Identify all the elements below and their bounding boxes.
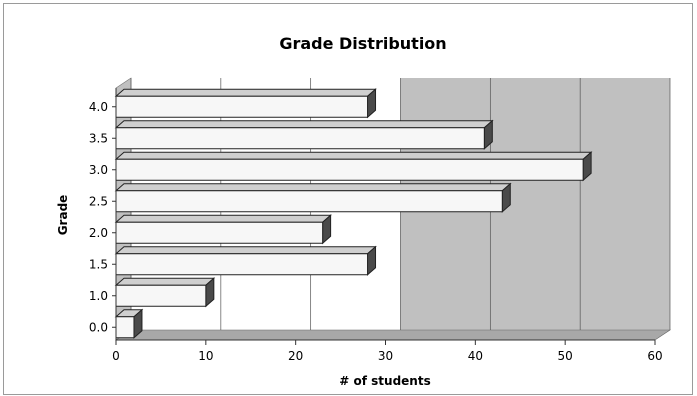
back-wall-band — [580, 78, 670, 330]
x-tick-label: 60 — [647, 349, 662, 363]
bar — [115, 316, 135, 339]
x-tick-label: 20 — [288, 349, 303, 363]
y-axis-title: Grade — [56, 195, 70, 236]
x-tick-label: 10 — [198, 349, 213, 363]
bar — [115, 190, 503, 213]
bar — [115, 95, 369, 118]
bar-top — [114, 120, 494, 129]
bar-chart: 0.0 1.0 1.5 2.0 2.5 3.0 3.5 4.0 0 10 20 30 40 50 60 Gr… — [56, 34, 671, 388]
bar — [115, 284, 207, 307]
bar-top — [114, 151, 593, 160]
y-tick-label: 4.0 — [89, 100, 108, 114]
y-tick-label: 1.0 — [89, 289, 108, 303]
y-tick-label: 0.0 — [89, 320, 108, 334]
y-tick-label: 3.0 — [89, 163, 108, 177]
x-tick-label: 0 — [112, 349, 120, 363]
bar — [115, 127, 485, 150]
bar-top — [114, 88, 377, 97]
x-tick-label: 30 — [378, 349, 393, 363]
y-tick-label: 1.5 — [89, 257, 108, 271]
x-tick-label: 40 — [468, 349, 483, 363]
bar — [115, 253, 369, 276]
y-tick-label: 2.5 — [89, 194, 108, 208]
y-tick-label: 3.5 — [89, 131, 108, 145]
bar-top — [114, 183, 512, 192]
x-axis-title: # of students — [339, 374, 430, 388]
bar — [115, 221, 324, 244]
floor — [115, 329, 671, 341]
bar-top — [114, 277, 216, 286]
chart-title: Grade Distribution — [279, 34, 446, 53]
y-tick-label: 2.0 — [89, 226, 108, 240]
bar-top — [114, 246, 377, 255]
chart-frame: 0.0 1.0 1.5 2.0 2.5 3.0 3.5 4.0 0 10 20 30 40 50 60 Gr… — [3, 3, 693, 395]
bar-top — [114, 214, 332, 223]
bar — [115, 158, 584, 181]
x-tick-label: 50 — [558, 349, 573, 363]
